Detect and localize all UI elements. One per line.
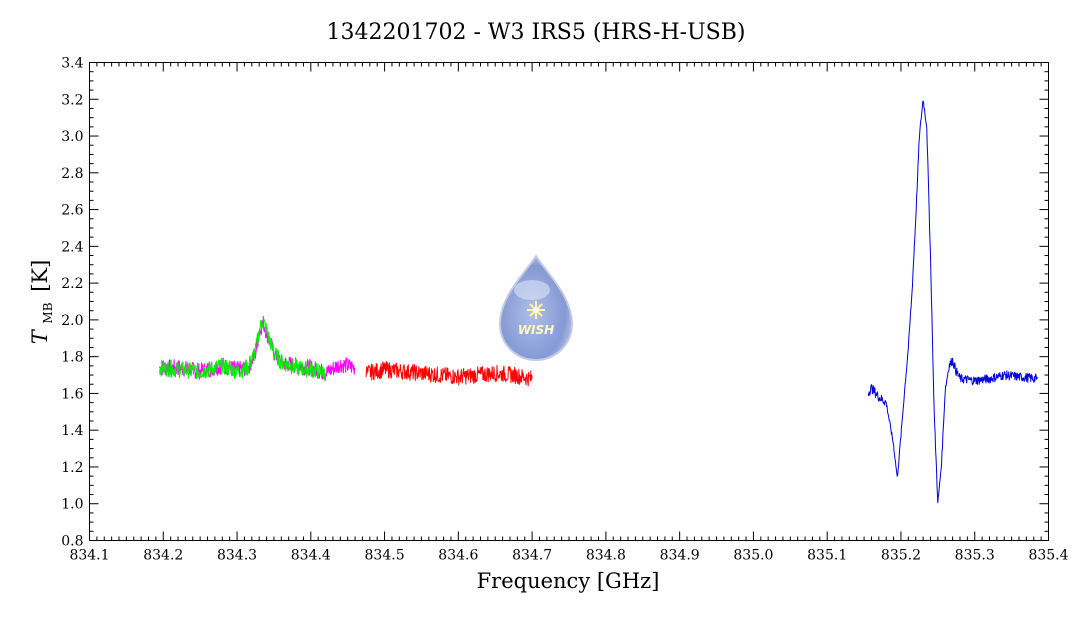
x-tick-label: 834.5	[365, 548, 405, 564]
series-line-2	[159, 318, 327, 382]
x-axis-label: Frequency [GHz]	[477, 569, 660, 593]
x-tick-label: 835.4	[1028, 548, 1068, 564]
y-tick-label: 2.6	[61, 203, 83, 219]
x-tick-labels: 834.1 834.2 834.3 834.4 834.5 834.6 834.7 834.8…	[69, 548, 1068, 564]
y-tick-label: 1.0	[61, 497, 83, 513]
wish-logo-text: WISH	[518, 323, 554, 337]
x-tick-label: 834.1	[69, 548, 109, 564]
wish-logo: WISH	[498, 254, 574, 362]
y-tick-label: 1.2	[61, 460, 83, 476]
series-line-4	[867, 100, 1038, 504]
y-tick-label: 2.2	[61, 276, 83, 292]
y-tick-label: 3.4	[61, 56, 83, 72]
x-tick-label: 834.2	[143, 548, 183, 564]
x-tick-label: 835.0	[733, 548, 773, 564]
x-tick-label: 834.6	[438, 548, 478, 564]
y-tick-label: 3.0	[61, 129, 83, 145]
y-tick-label: 1.8	[61, 350, 83, 366]
x-tick-label: 834.7	[512, 548, 552, 564]
y-axis-label-symbol: T	[28, 328, 52, 344]
ticks-layer	[89, 62, 1049, 541]
y-axis-label: T MB [K]	[28, 260, 57, 345]
y-tick-label: 2.0	[61, 313, 83, 329]
x-tick-label: 834.4	[291, 548, 331, 564]
x-tick-label: 835.2	[881, 548, 921, 564]
y-axis-label-unit: [K]	[28, 260, 52, 292]
y-tick-label: 3.2	[61, 92, 83, 108]
y-tick-label: 1.6	[61, 386, 83, 402]
x-tick-label: 834.9	[660, 548, 700, 564]
x-tick-label: 835.3	[955, 548, 995, 564]
y-axis-label-subscript: MB	[41, 302, 55, 323]
y-tick-label: 0.8	[61, 534, 83, 550]
y-tick-label: 2.4	[61, 239, 83, 255]
y-tick-label: 1.4	[61, 423, 83, 439]
plot-frame	[89, 62, 1049, 541]
y-tick-labels: 0.8 1.0 1.2 1.4 1.6 1.8 2.0 2.2 2.4 2.6 2.8 3.0 3.2 3…	[61, 56, 83, 550]
chart-title: 1342201702 - W3 IRS5 (HRS-H-USB)	[327, 20, 746, 45]
x-tick-label: 834.3	[217, 548, 257, 564]
y-tick-label: 2.8	[61, 166, 83, 182]
svg-text:T MB [K]: T MB [K]	[28, 260, 57, 345]
series-line-3	[365, 361, 533, 387]
x-tick-label: 835.1	[807, 548, 847, 564]
series-layer	[159, 100, 1038, 504]
x-tick-label: 834.8	[586, 548, 626, 564]
droplet-highlight	[514, 280, 550, 300]
